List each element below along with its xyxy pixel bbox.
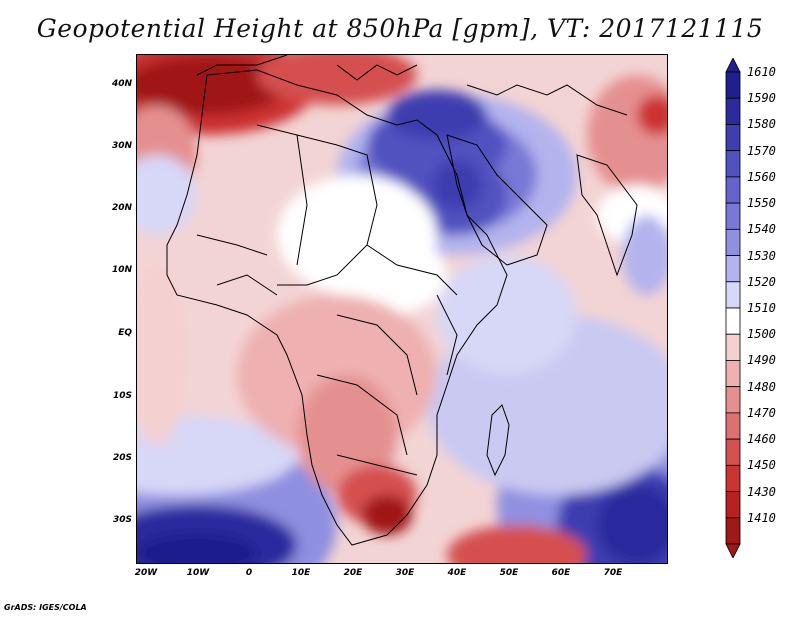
- colorbar-swatch: [725, 71, 741, 99]
- lon-label-10w: 10W: [186, 568, 210, 578]
- map-plot: [136, 54, 668, 564]
- map-field: [137, 55, 667, 563]
- colorbar-level-label: 1530: [747, 248, 776, 263]
- lat-label-10s: 10S: [112, 391, 132, 401]
- colorbar-swatch: [725, 333, 741, 361]
- colorbar-level-label: 1490: [747, 353, 776, 368]
- colorbar-level-label: 1560: [747, 169, 776, 184]
- colorbar-level-label: 1450: [747, 458, 776, 473]
- colorbar-level-label: 1590: [747, 91, 776, 106]
- colorbar-swatch: [725, 360, 741, 388]
- colorbar-level-label: 1500: [747, 327, 776, 342]
- lon-label-0: 0: [245, 568, 253, 578]
- colorbar: [725, 58, 741, 558]
- colorbar-swatch: [725, 464, 741, 492]
- coastlines: [166, 55, 638, 546]
- lat-label-eq: EQ: [118, 328, 132, 338]
- colorbar-swatch: [725, 412, 741, 440]
- colorbar-level-label: 1470: [747, 405, 776, 420]
- colorbar-swatch: [725, 438, 741, 466]
- lon-label-40e: 40E: [447, 568, 467, 578]
- lat-label-20s: 20S: [112, 453, 132, 463]
- colorbar-level-label: 1460: [747, 432, 776, 447]
- lat-label-20n: 20N: [111, 203, 132, 213]
- chart-title: Geopotential Height at 850hPa [gpm], VT:…: [36, 14, 764, 43]
- colorbar-swatch: [725, 517, 741, 545]
- colorbar-level-label: 1570: [747, 143, 776, 158]
- lon-label-20e: 20E: [343, 568, 363, 578]
- lat-label-30s: 30S: [112, 515, 132, 525]
- lat-label-30n: 30N: [111, 141, 132, 151]
- colorbar-top-arrow: [725, 58, 741, 73]
- colorbar-swatch: [725, 176, 741, 204]
- lat-label-40n: 40N: [111, 79, 132, 89]
- lon-label-30e: 30E: [395, 568, 415, 578]
- colorbar-level-label: 1430: [747, 484, 776, 499]
- lon-label-10e: 10E: [291, 568, 311, 578]
- colorbar-level-label: 1510: [747, 301, 776, 315]
- lon-label-70e: 70E: [603, 568, 623, 578]
- colorbar-swatch: [725, 228, 741, 256]
- colorbar-swatch: [725, 97, 741, 125]
- colorbar-swatch: [725, 491, 741, 519]
- colorbar-level-label: 1480: [747, 379, 776, 394]
- colorbar-bottom-arrow: [725, 543, 741, 558]
- colorbar-level-label: 1610: [747, 65, 776, 79]
- colorbar-level-label: 1550: [747, 196, 776, 211]
- colorbar-level-label: 1410: [747, 510, 776, 525]
- credit-text: GrADS: IGES/COLA: [4, 603, 87, 612]
- colorbar-swatch: [725, 124, 741, 152]
- lat-label-10n: 10N: [111, 265, 132, 275]
- colorbar-level-label: 1580: [747, 117, 776, 132]
- colorbar-swatch: [725, 307, 741, 335]
- colorbar-swatch: [725, 150, 741, 178]
- colorbar-level-label: 1540: [747, 222, 776, 237]
- lon-label-60e: 60E: [551, 568, 571, 578]
- colorbar-swatch: [725, 281, 741, 309]
- lon-label-20w: 20W: [134, 568, 158, 578]
- lon-label-50e: 50E: [499, 568, 519, 578]
- colorbar-level-label: 1520: [747, 274, 776, 289]
- colorbar-swatch: [725, 255, 741, 283]
- colorbar-swatch: [725, 386, 741, 414]
- colorbar-swatch: [725, 202, 741, 230]
